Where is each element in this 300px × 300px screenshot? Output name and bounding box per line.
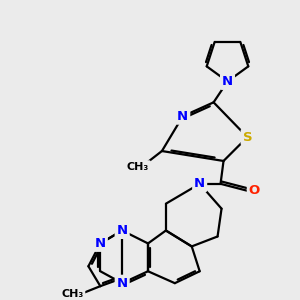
Text: CH₃: CH₃ [127,162,149,172]
Text: N: N [95,237,106,250]
Text: N: N [117,224,128,237]
Text: O: O [249,184,260,197]
Text: CH₃: CH₃ [61,289,84,299]
Text: N: N [222,75,233,88]
Text: N: N [177,110,188,123]
Text: N: N [117,277,128,290]
Text: S: S [243,130,252,144]
Text: N: N [194,177,205,190]
